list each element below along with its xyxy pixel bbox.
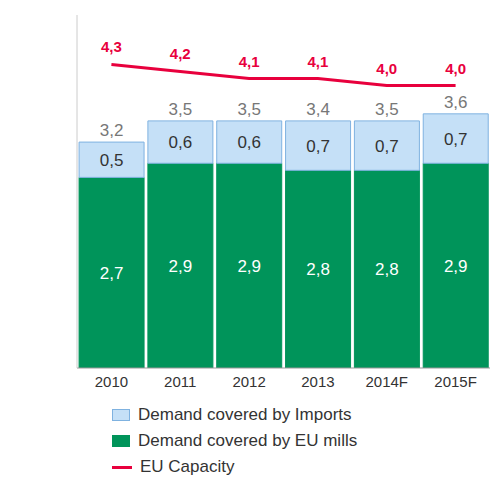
svg-text:2010: 2010: [95, 373, 128, 390]
svg-text:2,9: 2,9: [169, 257, 193, 276]
svg-text:3,2: 3,2: [100, 121, 124, 140]
html-text:Demand covered by EU mills: Demand covered by EU mills: [138, 431, 358, 450]
svg-text:3,5: 3,5: [169, 100, 193, 119]
html-text:Demand covered by Imports: Demand covered by Imports: [138, 405, 352, 424]
svg-text:3,4: 3,4: [306, 100, 330, 119]
svg-text:2014F: 2014F: [365, 373, 408, 390]
svg-text:3,5: 3,5: [237, 100, 261, 119]
svg-text:4,0: 4,0: [376, 60, 397, 77]
html-text:EU Capacity: EU Capacity: [140, 457, 235, 476]
svg-text:0,6: 0,6: [169, 133, 193, 152]
svg-text:4,0: 4,0: [445, 60, 466, 77]
svg-text:4,3: 4,3: [101, 38, 122, 55]
svg-text:2,9: 2,9: [444, 257, 468, 276]
svg-text:4,2: 4,2: [170, 45, 191, 62]
svg-text:3,5: 3,5: [375, 100, 399, 119]
svg-text:4,1: 4,1: [307, 53, 328, 70]
svg-text:2011: 2011: [164, 373, 196, 390]
svg-text:3,6: 3,6: [444, 93, 468, 112]
svg-text:0,6: 0,6: [237, 133, 261, 152]
svg-text:0,7: 0,7: [306, 137, 330, 156]
svg-text:0,5: 0,5: [100, 151, 124, 170]
svg-text:2013: 2013: [301, 373, 334, 390]
svg-text:2,8: 2,8: [375, 260, 399, 279]
svg-text:0,7: 0,7: [444, 130, 468, 149]
svg-text:2,7: 2,7: [100, 264, 124, 283]
svg-text:2,8: 2,8: [306, 260, 330, 279]
svg-text:0,7: 0,7: [375, 137, 399, 156]
svg-text:4,1: 4,1: [239, 53, 260, 70]
svg-text:2015F: 2015F: [434, 373, 477, 390]
svg-text:2,9: 2,9: [237, 257, 261, 276]
svg-text:2012: 2012: [232, 373, 265, 390]
